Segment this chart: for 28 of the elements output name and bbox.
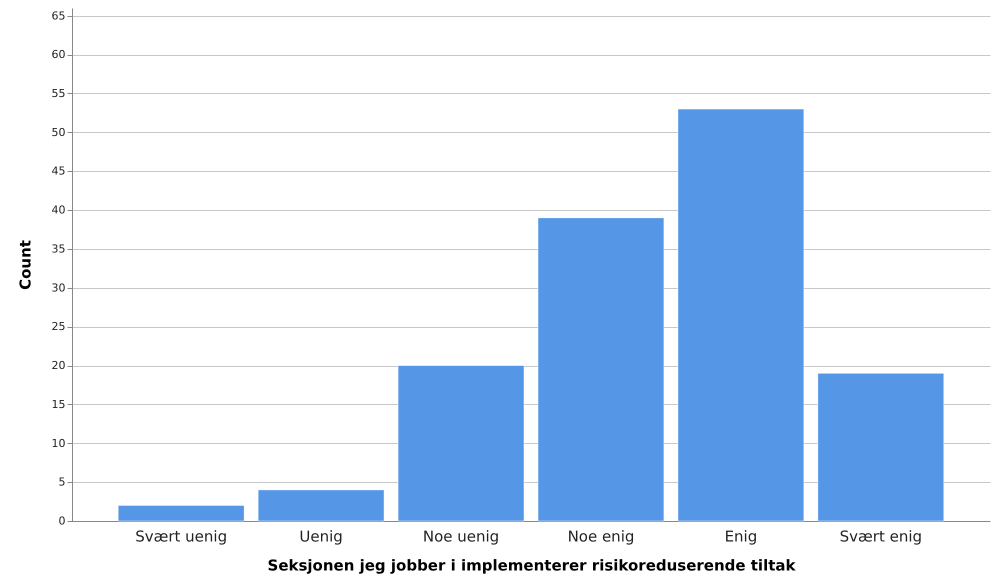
y-tick-label: 40 <box>52 204 66 217</box>
x-tick-label: Uenig <box>299 528 343 546</box>
bar <box>118 505 244 522</box>
x-tick-label: Enig <box>724 528 758 546</box>
y-tick-label: 0 <box>58 514 66 528</box>
y-tick-label: 30 <box>52 281 66 294</box>
y-tick-label: 50 <box>52 126 66 139</box>
y-tick-label: 60 <box>52 48 66 62</box>
y-axis-title: Count <box>16 240 35 290</box>
y-tick-label: 35 <box>52 242 66 256</box>
y-tick-label: 45 <box>52 164 66 178</box>
x-tick-label: Noe enig <box>568 528 634 546</box>
y-tick-label: 20 <box>52 359 66 372</box>
bar <box>538 218 664 522</box>
x-tick-label: Svært uenig <box>135 528 228 546</box>
bar <box>678 108 804 522</box>
bar <box>818 373 944 522</box>
y-tick-label: 5 <box>58 476 66 489</box>
bar <box>398 365 524 522</box>
x-tick-label: Noe uenig <box>422 528 500 546</box>
y-tick-label: 65 <box>52 9 66 22</box>
bar <box>258 490 384 522</box>
y-tick-label: 15 <box>52 398 66 411</box>
y-tick-label: 55 <box>52 87 66 100</box>
y-tick-label: 10 <box>52 436 66 450</box>
y-tick-label: 25 <box>52 320 66 334</box>
x-tick-label: Svært enig <box>840 528 922 546</box>
x-axis-title: Seksjonen jeg jobber i implementerer risikoreduserende tiltak <box>268 556 796 574</box>
